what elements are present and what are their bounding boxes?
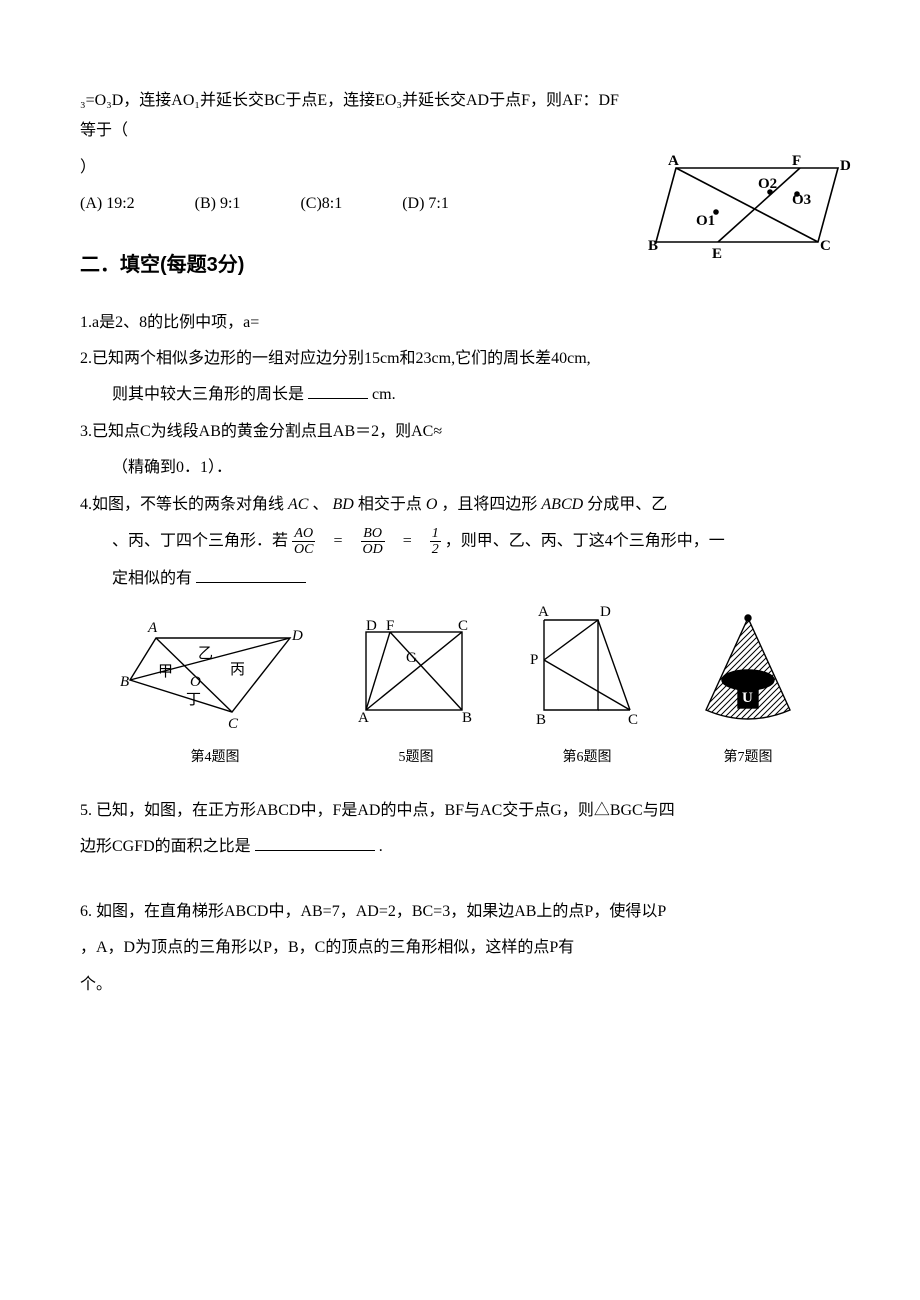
svg-text:A: A xyxy=(538,604,549,620)
q4-b-post: ，则甲、乙、丙、丁这4个三角形中，一 xyxy=(445,532,725,549)
svg-text:C: C xyxy=(228,716,239,730)
blank-2 xyxy=(196,567,306,583)
q-cont-line1b: ） xyxy=(80,153,620,183)
q4-ac: AC xyxy=(288,496,308,513)
svg-text:A: A xyxy=(147,620,158,636)
section-2-heading: 二．填空(每题3分) xyxy=(80,246,620,284)
fill-q4-line1: 4.如图，不等长的两条对角线 AC 、 BD 相交于点 O ，且将四边形 ABC… xyxy=(80,490,860,520)
figure-5: D C A B F G 5题图 xyxy=(346,620,486,772)
svg-text:A: A xyxy=(358,710,369,726)
fill-q2-pre: 则其中较大三角形的周长是 xyxy=(112,386,304,403)
fill-q2-post: cm. xyxy=(372,386,396,403)
fill-q5-line1: 5. 已知，如图，在正方形ABCD中，F是AD的中点，BF与AC交于点G，则△B… xyxy=(80,796,860,826)
q4-bd: BD xyxy=(332,496,353,513)
question-continued-row: ₃=O₃D，连接AO₁并延长交BC于点E，连接EO₃并延长交AD于点F，则AF：… xyxy=(80,80,860,302)
svg-text:甲: 甲 xyxy=(158,664,173,680)
fraction-BO-OD: BOOD xyxy=(361,526,385,558)
svg-text:F: F xyxy=(792,153,801,169)
q-cont-line1a: ₃=O₃D，连接AO₁并延长交BC于点E，连接EO₃并延长交AD于点F，则AF：… xyxy=(80,86,620,147)
q4-o: O xyxy=(426,496,438,513)
figure-7: U 第7题图 xyxy=(688,610,808,772)
q4-m2: 相交于点 xyxy=(358,496,422,513)
svg-text:O1: O1 xyxy=(696,213,715,229)
svg-text:C: C xyxy=(628,712,638,728)
svg-text:B: B xyxy=(462,710,472,726)
fill-q2-line2: 则其中较大三角形的周长是 cm. xyxy=(80,380,860,410)
svg-text:B: B xyxy=(648,238,658,254)
q4-b-pre: 、丙、丁四个三角形．若 xyxy=(112,532,288,549)
svg-text:B: B xyxy=(120,674,129,690)
fraction-1-2: 12 xyxy=(430,526,441,558)
figure-7-label: 第7题图 xyxy=(688,745,808,772)
fill-q2-line1: 2.已知两个相似多边形的一组对应边分别15cm和23cm,它们的周长差40cm, xyxy=(80,344,860,374)
figure-4: A D B C O 甲 乙 丙 丁 第4题图 xyxy=(120,610,310,772)
figure-6-label: 第6题图 xyxy=(522,745,652,772)
fill-q4-line2: 、丙、丁四个三角形．若 AOOC = BOOD = 12 ，则甲、乙、丙、丁这4… xyxy=(80,526,860,558)
svg-text:D: D xyxy=(600,604,611,620)
option-a: (A) 19:2 xyxy=(80,195,135,212)
svg-text:C: C xyxy=(458,620,468,634)
svg-text:U: U xyxy=(742,690,753,706)
svg-text:C: C xyxy=(820,238,831,254)
svg-text:F: F xyxy=(386,620,394,634)
svg-text:P: P xyxy=(530,652,538,668)
fill-q4-line3: 定相似的有 xyxy=(80,564,860,594)
svg-text:D: D xyxy=(291,628,303,644)
svg-text:乙: 乙 xyxy=(198,646,213,662)
q-cont-options: (A) 19:2 (B) 9:1 (C)8:1 (D) 7:1 xyxy=(80,189,620,219)
fill-q6-line3: 个。 xyxy=(80,970,860,1000)
svg-text:丙: 丙 xyxy=(230,662,245,678)
svg-text:B: B xyxy=(536,712,546,728)
fill-q1: 1.a是2、8的比例中项，a= xyxy=(80,308,860,338)
svg-text:O3: O3 xyxy=(792,192,811,208)
fraction-AO-OC: AOOC xyxy=(292,526,315,558)
q4-m1: 、 xyxy=(312,496,328,513)
fill-q3-line1: 3.已知点C为线段AB的黄金分割点且AB＝2，则AC≈ xyxy=(80,417,860,447)
q5-pre: 边形CGFD的面积之比是 xyxy=(80,838,251,855)
svg-text:E: E xyxy=(712,246,722,262)
figures-row: A D B C O 甲 乙 丙 丁 第4题图 D C xyxy=(120,600,860,772)
figure-6: A D P B C 第6题图 xyxy=(522,600,652,772)
svg-text:O: O xyxy=(190,674,201,690)
svg-text:D: D xyxy=(366,620,377,634)
fill-q5-line2: 边形CGFD的面积之比是 . xyxy=(80,832,860,862)
fill-q6-line1: 6. 如图，在直角梯形ABCD中，AB=7，AD=2，BC=3，如果边AB上的点… xyxy=(80,897,860,927)
q4-pre: 4.如图，不等长的两条对角线 xyxy=(80,496,284,513)
figure-parallelogram-top: A F D B E C O1 O2 O3 xyxy=(640,150,860,281)
svg-text:G: G xyxy=(406,650,417,666)
option-d: (D) 7:1 xyxy=(402,195,449,212)
svg-text:D: D xyxy=(840,158,851,174)
figure-4-label: 第4题图 xyxy=(120,745,310,772)
svg-text:A: A xyxy=(668,153,679,169)
option-c: (C)8:1 xyxy=(300,195,342,212)
svg-text:O2: O2 xyxy=(758,176,777,192)
blank-1 xyxy=(308,383,368,399)
fill-q6-line2: ，A，D为顶点的三角形以P，B，C的顶点的三角形相似，这样的点P有 xyxy=(80,933,860,963)
q5-post: . xyxy=(379,838,383,855)
option-b: (B) 9:1 xyxy=(195,195,241,212)
svg-text:丁: 丁 xyxy=(186,692,201,708)
figure-5-label: 5题图 xyxy=(346,745,486,772)
q4-abcd: ABCD xyxy=(541,496,583,513)
fill-q3-line2: （精确到0．1）． xyxy=(80,453,860,483)
q4-m3: ，且将四边形 xyxy=(441,496,537,513)
q4-c-pre: 定相似的有 xyxy=(112,570,192,587)
blank-3 xyxy=(255,835,375,851)
q4-post1: 分成甲、乙 xyxy=(587,496,667,513)
